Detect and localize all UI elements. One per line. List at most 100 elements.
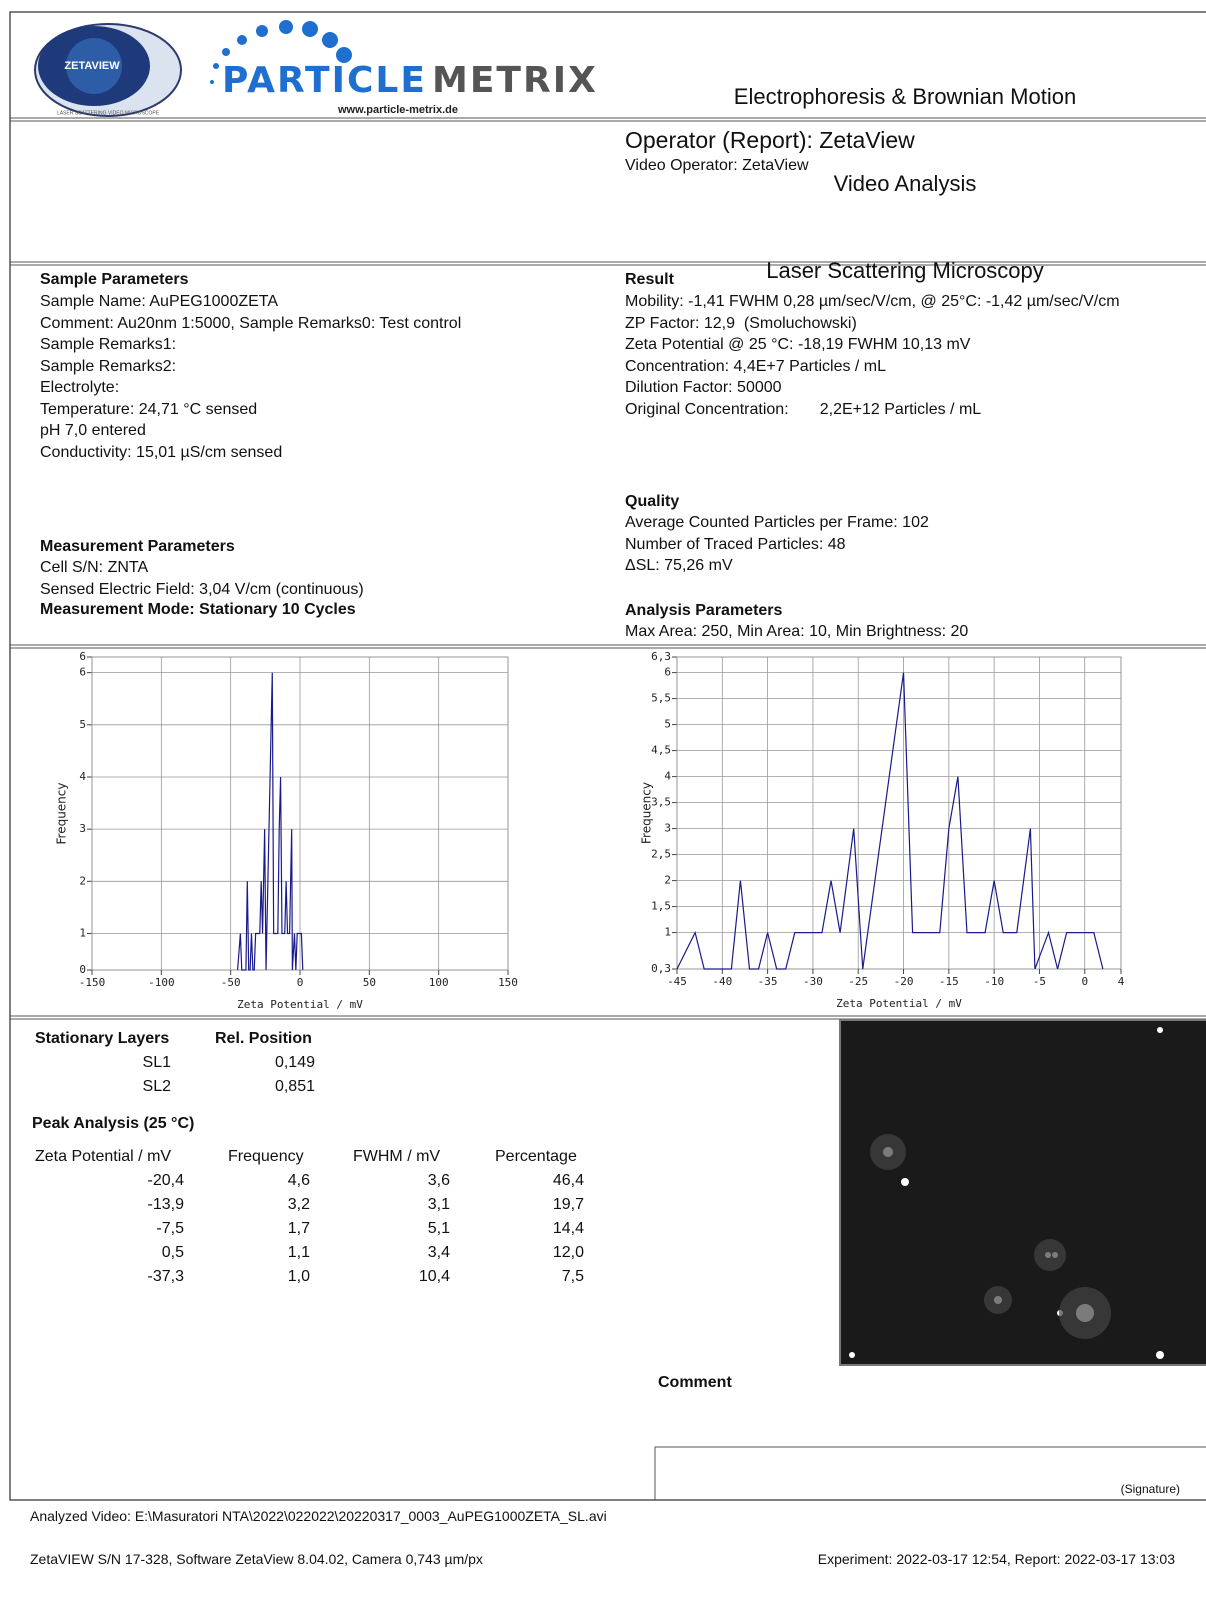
x-tick-label: -15 xyxy=(939,975,959,988)
y-tick-label: 3 xyxy=(79,822,86,835)
text-line: Conductivity: 15,01 µS/cm sensed xyxy=(40,443,283,461)
signature-box xyxy=(654,1446,1206,1501)
table-cell: -13,9 xyxy=(147,1196,184,1213)
title-line: Video Analysis xyxy=(833,171,977,196)
y-tick-label: 5 xyxy=(79,718,86,731)
report-title: Electrophoresis & Brownian Motion Video … xyxy=(655,24,1155,314)
y-tick-label: 6 xyxy=(79,666,86,679)
section-heading: Sample Parameters xyxy=(40,271,189,288)
table-cell: 0,851 xyxy=(274,1078,315,1095)
operator-video: Video Operator: ZetaView xyxy=(625,157,809,174)
logo-name: ZETAVIEW xyxy=(64,60,120,72)
zetaview-logo xyxy=(34,23,182,117)
table-cell: 5,1 xyxy=(427,1220,450,1237)
text-line: Electrolyte: xyxy=(40,379,120,396)
footer-video: Analyzed Video: E:\Masuratori NTA\2022\0… xyxy=(30,1508,607,1524)
text-line: Zeta Potential @ 25 °C: -18,19 FWHM 10,1… xyxy=(625,336,971,353)
text-line: Original Concentration: 2,2E+12 Particle… xyxy=(625,400,982,418)
x-tick-label: 100 xyxy=(429,976,449,989)
x-tick-label: 0 xyxy=(1081,975,1088,988)
data-line xyxy=(237,672,304,971)
table-cell: 1,7 xyxy=(287,1220,310,1237)
outer-frame xyxy=(9,11,1206,1501)
x-tick-label: 0 xyxy=(297,976,304,989)
y-tick-label: 3,5 xyxy=(651,796,671,809)
text-line: Cell S/N: ZNTA xyxy=(40,559,149,576)
y-tick-label: 6,3 xyxy=(651,650,671,663)
table-cell: 3,6 xyxy=(427,1172,450,1189)
table-cell: -20,4 xyxy=(147,1172,184,1189)
x-tick-label: -40 xyxy=(712,975,732,988)
brand-second: METRIX xyxy=(432,60,598,101)
table-cell: 3,2 xyxy=(287,1196,310,1213)
operator-report: Operator (Report): ZetaView xyxy=(625,127,915,153)
table-cell: SL1 xyxy=(142,1054,171,1071)
table-header: Rel. Position xyxy=(215,1030,312,1047)
table-header: Zeta Potential / mV xyxy=(35,1148,172,1165)
table-cell: 3,1 xyxy=(427,1196,450,1213)
y-tick-label: 2,5 xyxy=(651,848,671,861)
y-axis-label: Frequency xyxy=(55,783,69,845)
table-cell: 1,1 xyxy=(287,1244,310,1261)
text-line: Concentration: 4,4E+7 Particles / mL xyxy=(625,357,887,375)
section-dividers xyxy=(10,117,1206,1020)
signature-label: (Signature) xyxy=(1120,1482,1180,1496)
y-tick-label: 1 xyxy=(79,926,86,939)
y-tick-label: 0 xyxy=(79,963,86,976)
text-line: Dilution Factor: 50000 xyxy=(625,379,782,396)
text-line: Sample Name: AuPEG1000ZETA xyxy=(40,293,279,310)
text-line: Number of Traced Particles: 48 xyxy=(625,535,846,553)
table-cell: 7,5 xyxy=(561,1268,584,1285)
section-heading: Quality xyxy=(625,493,680,510)
data-line xyxy=(676,672,1104,970)
y-tick-label: 3 xyxy=(664,822,671,835)
title-line: Electrophoresis & Brownian Motion xyxy=(733,84,1077,109)
y-tick-label: 2 xyxy=(79,874,86,887)
table-cell: 46,4 xyxy=(552,1172,584,1189)
table-cell: 0,5 xyxy=(161,1244,184,1261)
table-cell: -7,5 xyxy=(156,1220,184,1237)
text-line: Sample Remarks2: xyxy=(40,357,177,375)
section-heading: Analysis Parameters xyxy=(625,602,783,619)
brand-dots xyxy=(210,20,352,84)
table-cell: 1,0 xyxy=(287,1268,310,1285)
y-tick-label: 4 xyxy=(664,770,671,783)
x-tick-label: 4 xyxy=(1118,975,1125,988)
analysis-line: Max Area: 250, Min Area: 10, Min Brightn… xyxy=(625,623,969,640)
x-tick-label: -30 xyxy=(803,975,823,988)
x-tick-label: -10 xyxy=(984,975,1004,988)
table-cell: 0,149 xyxy=(274,1054,315,1071)
video-frame xyxy=(839,1019,1206,1366)
y-tick-label: 0,3 xyxy=(651,962,671,975)
table-cell: -37,3 xyxy=(147,1268,184,1285)
table-cell: SL2 xyxy=(142,1078,171,1095)
text-line: ZP Factor: 12,9 (Smoluchowski) xyxy=(625,314,857,332)
peak-title: Peak Analysis (25 °C) xyxy=(32,1115,195,1132)
x-tick-label: -100 xyxy=(148,976,175,989)
table-header: Percentage xyxy=(495,1148,577,1165)
x-tick-label: 50 xyxy=(363,976,376,989)
y-tick-label: 4 xyxy=(79,770,86,783)
table-header: Frequency xyxy=(228,1148,304,1165)
comment-heading: Comment xyxy=(658,1374,732,1391)
x-axis-label: Zeta Potential / mV xyxy=(836,997,962,1010)
footer-software: ZetaVIEW S/N 17-328, Software ZetaView 8… xyxy=(30,1551,483,1567)
table-cell: 10,4 xyxy=(418,1268,450,1285)
table-cell: 3,4 xyxy=(427,1244,450,1261)
x-tick-label: -150 xyxy=(79,976,106,989)
text-line: Comment: Au20nm 1:5000, Sample Remarks0:… xyxy=(40,314,462,332)
table-cell: 12,0 xyxy=(552,1244,584,1261)
footer-timestamps: Experiment: 2022-03-17 12:54, Report: 20… xyxy=(817,1551,1175,1567)
y-tick-label: 6 xyxy=(79,650,86,663)
text-line: ΔSL: 75,26 mV xyxy=(625,557,733,574)
x-tick-label: -25 xyxy=(848,975,868,988)
x-tick-label: -50 xyxy=(221,976,241,989)
x-tick-label: -35 xyxy=(758,975,778,988)
y-tick-label: 5,5 xyxy=(651,692,671,705)
y-axis-label: Frequency xyxy=(640,782,654,844)
x-tick-label: -5 xyxy=(1033,975,1046,988)
text-line: Sample Remarks1: xyxy=(40,336,177,353)
table-cell: 19,7 xyxy=(552,1196,584,1213)
